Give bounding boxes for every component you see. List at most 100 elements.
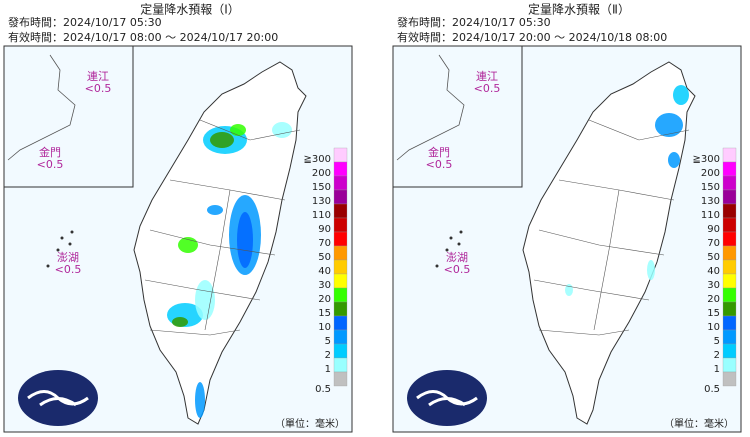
valid-time: 有效時間：2024/10/17 20:00 ～ 2024/10/18 08:00 bbox=[397, 30, 667, 44]
region-name: 連江 bbox=[476, 69, 498, 83]
island bbox=[435, 264, 439, 268]
legend-label: 2 bbox=[325, 350, 331, 361]
legend-swatch bbox=[333, 175, 348, 191]
legend-swatch bbox=[722, 245, 737, 261]
legend-swatch bbox=[333, 357, 348, 373]
rain-area bbox=[207, 205, 223, 215]
rain-area bbox=[172, 317, 188, 327]
region-name: 金門 bbox=[39, 145, 61, 159]
legend-swatch bbox=[333, 259, 348, 275]
legend-swatch bbox=[333, 329, 348, 345]
emblem-swirl bbox=[27, 390, 89, 407]
legend-swatch bbox=[333, 343, 348, 359]
legend-label: 40 bbox=[707, 266, 720, 277]
coastline bbox=[7, 54, 76, 161]
rain-area bbox=[230, 124, 246, 136]
region-value: <0.5 bbox=[474, 82, 501, 95]
legend-label: 70 bbox=[707, 238, 720, 249]
legend-swatch bbox=[722, 189, 737, 205]
region-name: 金門 bbox=[428, 145, 450, 159]
legend-swatch bbox=[722, 203, 737, 219]
legend-label: 90 bbox=[707, 224, 720, 235]
region-value: <0.5 bbox=[426, 158, 453, 171]
legend-label: 90 bbox=[318, 224, 331, 235]
panel: 定量降水預報（Ⅱ）發布時間：2024/10/17 05:30有效時間：2024/… bbox=[392, 2, 742, 433]
legend-label: 1 bbox=[714, 364, 720, 375]
region-value: <0.5 bbox=[85, 82, 112, 95]
unit-label: （單位：毫米） bbox=[664, 417, 734, 430]
rain-area bbox=[668, 152, 680, 168]
taiwan-outline bbox=[522, 61, 696, 425]
island bbox=[46, 264, 50, 268]
legend-label: 15 bbox=[707, 308, 720, 319]
region-value: <0.5 bbox=[444, 263, 471, 276]
panel-title: 定量降水預報（Ⅱ） bbox=[528, 2, 630, 17]
taiwan-outline bbox=[133, 61, 307, 425]
valid-time: 有效時間：2024/10/17 08:00 ～ 2024/10/17 20:00 bbox=[8, 30, 278, 44]
legend-swatch bbox=[722, 161, 737, 177]
legend-swatch bbox=[333, 273, 348, 289]
rain-area bbox=[195, 280, 215, 320]
legend-label: 200 bbox=[701, 168, 720, 179]
coastline bbox=[396, 54, 465, 161]
issued-time: 發布時間：2024/10/17 05:30 bbox=[8, 15, 162, 29]
rain-area bbox=[195, 382, 205, 418]
legend-label: 10 bbox=[318, 322, 331, 333]
legend-label: 30 bbox=[318, 280, 331, 291]
panel: 定量降水預報（Ⅰ）發布時間：2024/10/17 05:30有效時間：2024/… bbox=[3, 2, 353, 433]
legend-label: 30 bbox=[707, 280, 720, 291]
legend-label: 130 bbox=[701, 196, 720, 207]
legend-label: 20 bbox=[707, 294, 720, 305]
island bbox=[445, 248, 449, 252]
inset-box bbox=[392, 45, 523, 188]
legend-swatch bbox=[333, 189, 348, 205]
legend-swatch bbox=[722, 287, 737, 303]
legend-label: 200 bbox=[312, 168, 331, 179]
legend-label: 0.5 bbox=[315, 384, 331, 395]
rain-area bbox=[647, 260, 655, 280]
legend-label: 150 bbox=[701, 182, 720, 193]
island bbox=[56, 248, 60, 252]
legend-swatch bbox=[722, 371, 737, 387]
legend-swatch bbox=[333, 287, 348, 303]
legend-label: 5 bbox=[325, 336, 331, 347]
legend-label: 0.5 bbox=[704, 384, 720, 395]
region-name: 連江 bbox=[87, 69, 109, 83]
island bbox=[60, 236, 64, 240]
legend-swatch bbox=[333, 147, 348, 163]
region-value: <0.5 bbox=[37, 158, 64, 171]
island bbox=[70, 230, 74, 234]
legend-swatch bbox=[333, 161, 348, 177]
legend-swatch bbox=[722, 231, 737, 247]
emblem-swirl bbox=[416, 390, 478, 407]
region-name: 澎湖 bbox=[57, 251, 79, 264]
legend-label: 110 bbox=[312, 210, 331, 221]
legend-label: 150 bbox=[312, 182, 331, 193]
legend-swatch bbox=[722, 357, 737, 373]
inset-box bbox=[3, 45, 134, 188]
legend-swatch bbox=[333, 231, 348, 247]
rain-area bbox=[673, 85, 689, 105]
legend-swatch bbox=[722, 259, 737, 275]
legend-label: 2 bbox=[714, 350, 720, 361]
rain-area bbox=[272, 122, 292, 138]
legend-label: 50 bbox=[707, 252, 720, 263]
legend-swatch bbox=[722, 329, 737, 345]
legend-swatch bbox=[722, 315, 737, 331]
legend-swatch bbox=[722, 147, 737, 163]
unit-label: （單位：毫米） bbox=[275, 417, 345, 430]
island bbox=[449, 236, 453, 240]
legend-label: ≧300 bbox=[304, 154, 331, 165]
legend-label: 110 bbox=[701, 210, 720, 221]
legend-label: 5 bbox=[714, 336, 720, 347]
legend-label: 10 bbox=[707, 322, 720, 333]
rain-area bbox=[237, 212, 253, 268]
island bbox=[68, 242, 72, 246]
legend-swatch bbox=[333, 315, 348, 331]
legend-label: 40 bbox=[318, 266, 331, 277]
legend-label: 20 bbox=[318, 294, 331, 305]
county-lines bbox=[144, 119, 301, 336]
legend-swatch bbox=[722, 175, 737, 191]
legend-swatch bbox=[333, 301, 348, 317]
